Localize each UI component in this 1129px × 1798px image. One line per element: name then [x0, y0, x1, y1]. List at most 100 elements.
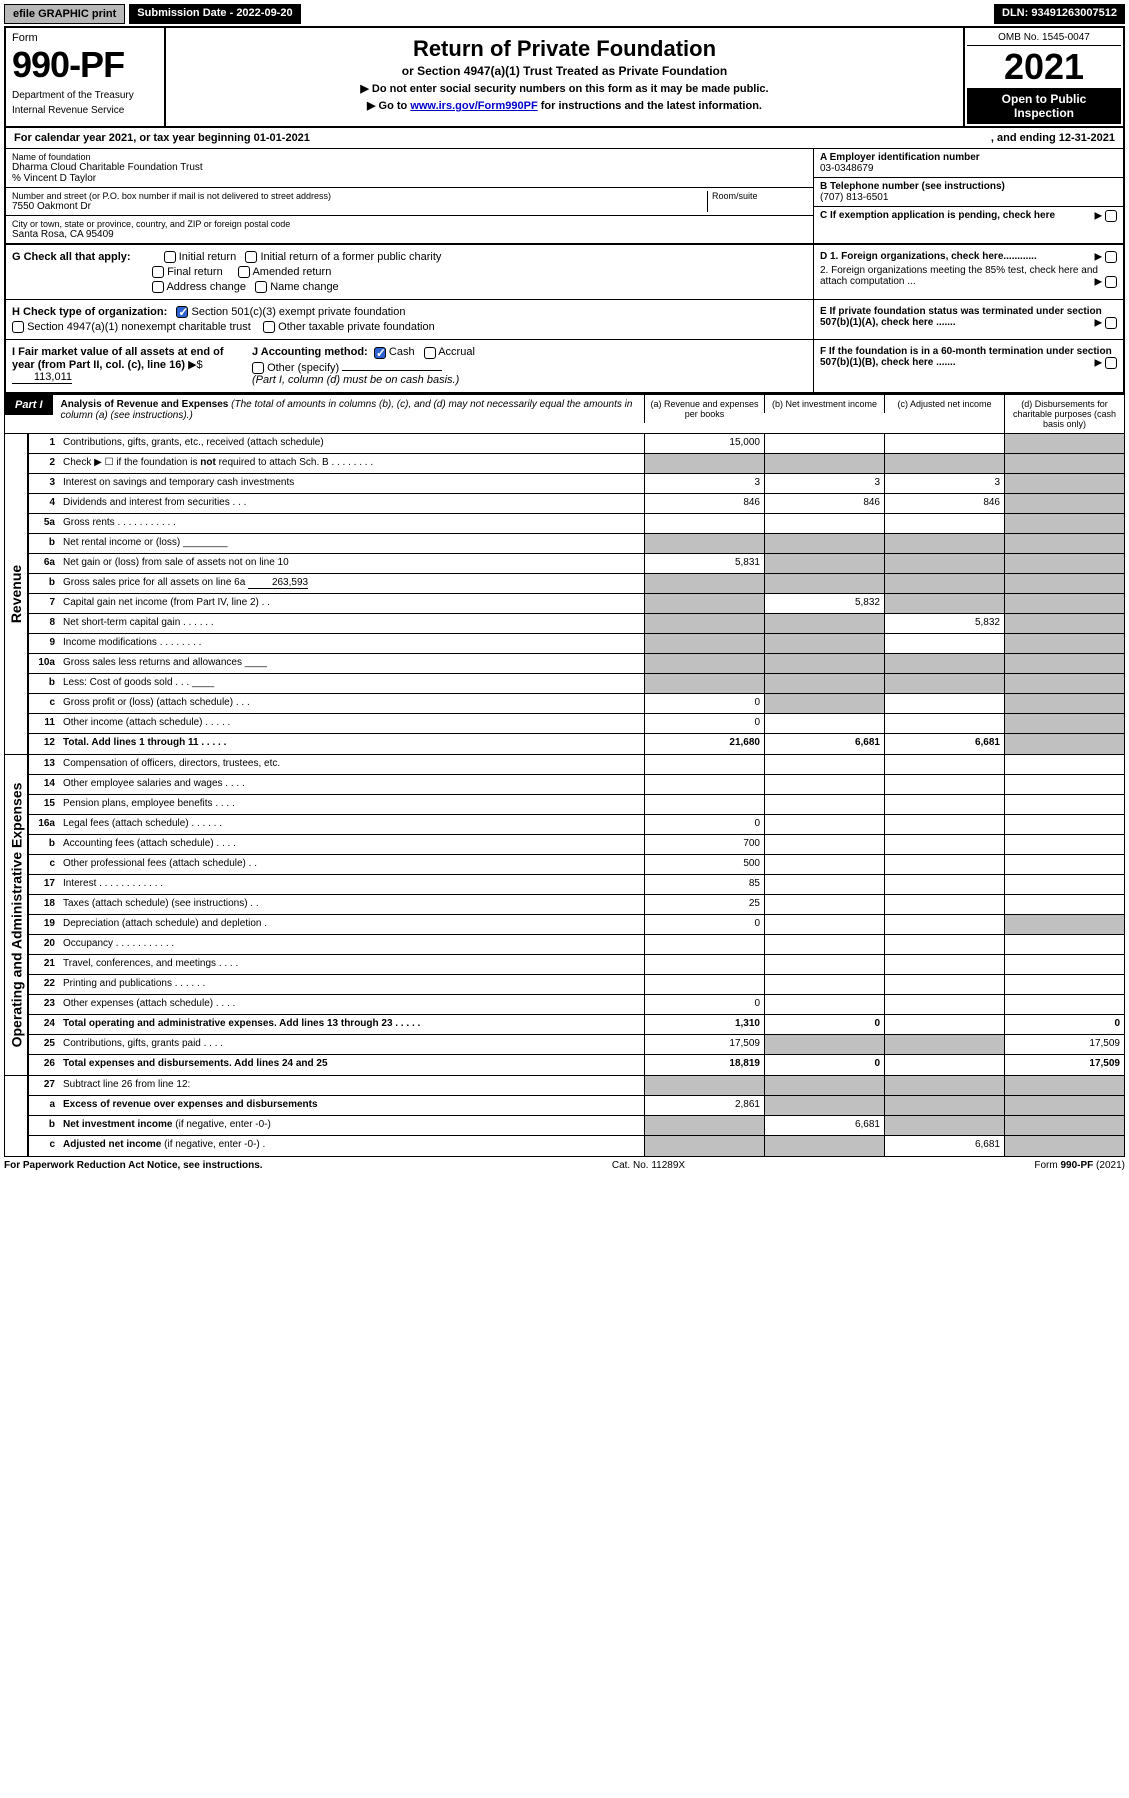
line-number: 4 — [29, 494, 59, 513]
section-h-e-row: H Check type of organization: Section 50… — [4, 300, 1125, 340]
line-number: 15 — [29, 795, 59, 814]
col-c-value: 3 — [884, 474, 1004, 493]
final-return-checkbox[interactable] — [152, 266, 164, 278]
col-d-value — [1004, 1096, 1124, 1115]
col-a-value — [644, 795, 764, 814]
line-description: Gross sales price for all assets on line… — [59, 574, 644, 593]
tax-year: 2021 — [967, 46, 1121, 88]
line-number: 2 — [29, 454, 59, 473]
col-a-value: 15,000 — [644, 434, 764, 453]
col-d-value — [1004, 755, 1124, 774]
exemption-pending-cell: C If exemption application is pending, c… — [814, 207, 1123, 224]
foreign-85-checkbox[interactable] — [1105, 276, 1117, 288]
col-a-value — [644, 674, 764, 693]
col-a-value — [644, 755, 764, 774]
col-a-value: 0 — [644, 714, 764, 733]
col-b-value — [764, 1096, 884, 1115]
60month-checkbox[interactable] — [1105, 357, 1117, 369]
calendar-year-row: For calendar year 2021, or tax year begi… — [4, 128, 1125, 149]
line-c: c Other professional fees (attach schedu… — [29, 855, 1124, 875]
col-c-value — [884, 855, 1004, 874]
line-number: b — [29, 574, 59, 593]
line-12: 12 Total. Add lines 1 through 11 . . . .… — [29, 734, 1124, 754]
col-c-value — [884, 594, 1004, 613]
exemption-checkbox[interactable] — [1105, 210, 1117, 222]
col-b-value — [764, 714, 884, 733]
initial-return-checkbox[interactable] — [164, 251, 176, 263]
foreign-org-checkbox[interactable] — [1105, 251, 1117, 263]
col-d-value: 17,509 — [1004, 1035, 1124, 1054]
other-method-checkbox[interactable] — [252, 362, 264, 374]
g-label: G Check all that apply: — [12, 251, 131, 263]
col-a-value — [644, 574, 764, 593]
line-description: Check ▶ ☐ if the foundation is not requi… — [59, 454, 644, 473]
line-number: 10a — [29, 654, 59, 673]
line-22: 22 Printing and publications . . . . . . — [29, 975, 1124, 995]
line-number: 8 — [29, 614, 59, 633]
line-13: 13 Compensation of officers, directors, … — [29, 755, 1124, 775]
cash-checkbox[interactable] — [374, 347, 386, 359]
line-number: b — [29, 534, 59, 553]
col-a-value: 0 — [644, 815, 764, 834]
line-description: Taxes (attach schedule) (see instruction… — [59, 895, 644, 914]
section-g-d-row: G Check all that apply: Initial return I… — [4, 245, 1125, 300]
line-number: 6a — [29, 554, 59, 573]
line-number: 24 — [29, 1015, 59, 1034]
line-6a: 6a Net gain or (loss) from sale of asset… — [29, 554, 1124, 574]
col-a-value: 846 — [644, 494, 764, 513]
line-description: Less: Cost of goods sold . . . ____ — [59, 674, 644, 693]
col-c-value — [884, 714, 1004, 733]
amended-return-checkbox[interactable] — [238, 266, 250, 278]
4947-checkbox[interactable] — [12, 321, 24, 333]
line-description: Other income (attach schedule) . . . . . — [59, 714, 644, 733]
col-c-value: 846 — [884, 494, 1004, 513]
col-a-value: 0 — [644, 915, 764, 934]
line-description: Income modifications . . . . . . . . — [59, 634, 644, 653]
line-11: 11 Other income (attach schedule) . . . … — [29, 714, 1124, 734]
col-d-value — [1004, 915, 1124, 934]
col-b-value — [764, 534, 884, 553]
col-a-value: 21,680 — [644, 734, 764, 754]
col-c-value — [884, 755, 1004, 774]
line-number: 9 — [29, 634, 59, 653]
top-bar: efile GRAPHIC print Submission Date - 20… — [4, 4, 1125, 24]
col-b-value — [764, 955, 884, 974]
line-number: 25 — [29, 1035, 59, 1054]
terminated-checkbox[interactable] — [1105, 317, 1117, 329]
other-taxable-checkbox[interactable] — [263, 321, 275, 333]
col-d-value — [1004, 975, 1124, 994]
efile-print-button[interactable]: efile GRAPHIC print — [4, 4, 125, 24]
col-a-value — [644, 775, 764, 794]
form-id-block: Form 990-PF Department of the Treasury I… — [6, 28, 166, 126]
col-b-value — [764, 454, 884, 473]
accrual-checkbox[interactable] — [424, 347, 436, 359]
e-row: E If private foundation status was termi… — [820, 306, 1117, 328]
line-description: Contributions, gifts, grants, etc., rece… — [59, 434, 644, 453]
col-c-value: 5,832 — [884, 614, 1004, 633]
address-change-checkbox[interactable] — [152, 281, 164, 293]
col-b-value — [764, 634, 884, 653]
col-b-value — [764, 694, 884, 713]
initial-public-checkbox[interactable] — [245, 251, 257, 263]
col-b-value — [764, 875, 884, 894]
line-3: 3 Interest on savings and temporary cash… — [29, 474, 1124, 494]
line-description: Capital gain net income (from Part IV, l… — [59, 594, 644, 613]
line-number: 13 — [29, 755, 59, 774]
line-16a: 16a Legal fees (attach schedule) . . . .… — [29, 815, 1124, 835]
line-27: 27 Subtract line 26 from line 12: — [29, 1076, 1124, 1096]
col-d-value — [1004, 534, 1124, 553]
line-number: 17 — [29, 875, 59, 894]
line-description: Total expenses and disbursements. Add li… — [59, 1055, 644, 1075]
col-b-value — [764, 895, 884, 914]
col-a-value — [644, 454, 764, 473]
col-b-value — [764, 995, 884, 1014]
line-description: Subtract line 26 from line 12: — [59, 1076, 644, 1095]
name-change-checkbox[interactable] — [255, 281, 267, 293]
foundation-name: Dharma Cloud Charitable Foundation Trust — [12, 162, 807, 173]
line-description: Total. Add lines 1 through 11 . . . . . — [59, 734, 644, 754]
instructions-link[interactable]: www.irs.gov/Form990PF — [410, 100, 537, 112]
col-d-value — [1004, 1116, 1124, 1135]
form-subtitle: or Section 4947(a)(1) Trust Treated as P… — [172, 64, 957, 78]
501c3-checkbox[interactable] — [176, 306, 188, 318]
line-number: 20 — [29, 935, 59, 954]
